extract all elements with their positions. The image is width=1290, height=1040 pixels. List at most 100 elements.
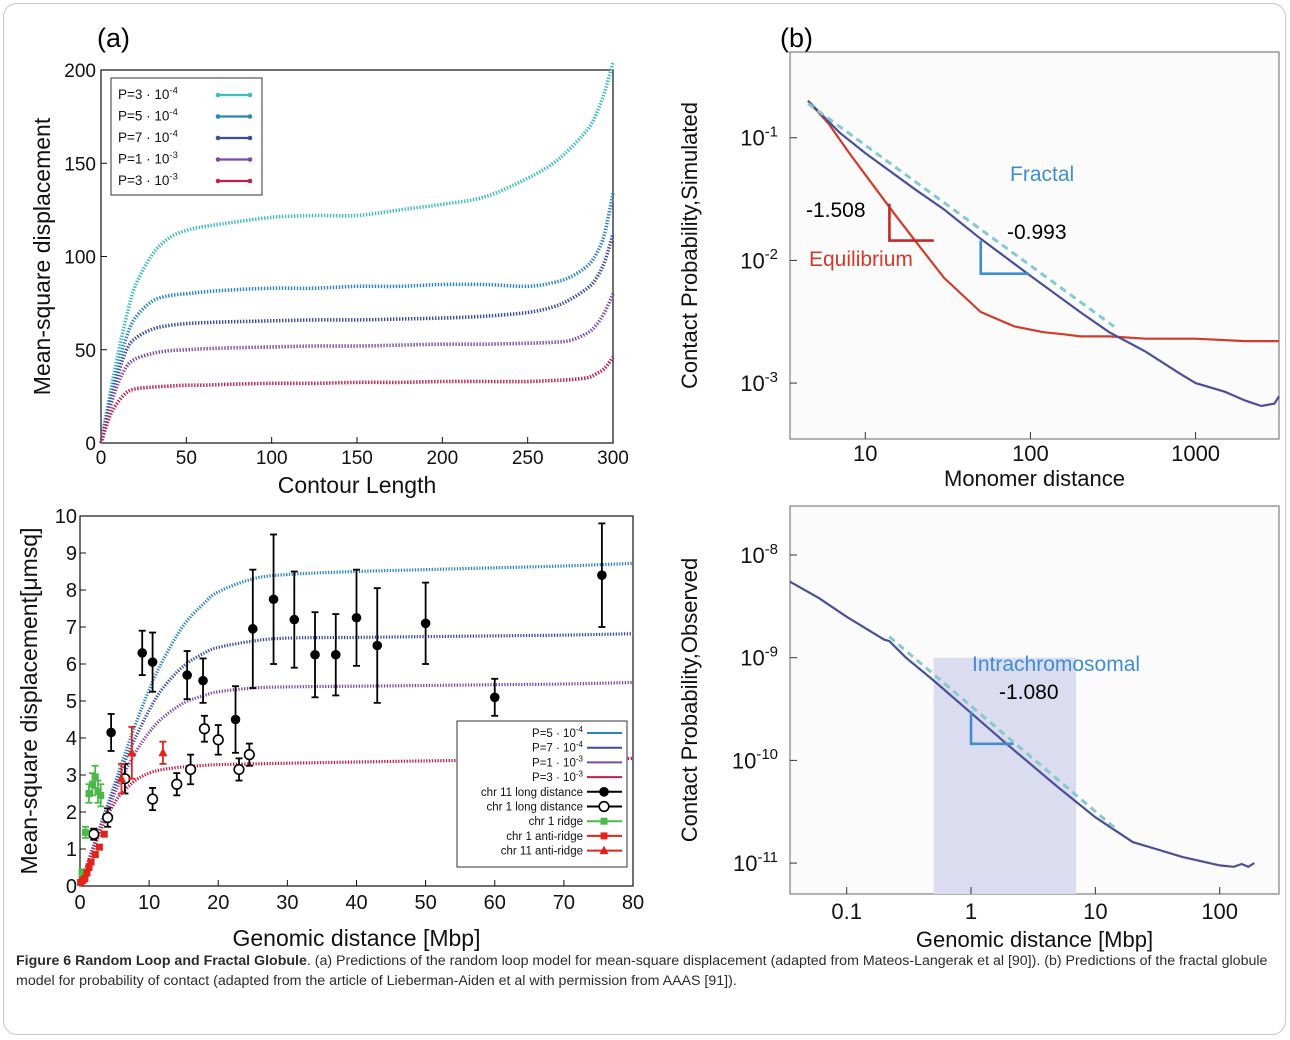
y-tick-label: 1 [66,839,77,861]
slope-triangle-equilibrium [888,203,934,242]
legend-marker [247,157,253,162]
x-tick-label: 30 [276,892,298,914]
x-tick-label: 150 [341,448,373,469]
data-point [330,649,341,660]
data-point [137,648,148,658]
shaded-region [933,657,1077,894]
x-axis-label: Genomic distance [Mbp] [232,925,480,951]
legend-label: P=5 · 10-4 [532,725,583,740]
data-point [248,624,258,634]
caption-title: Figure 6 Random Loop and Fractal Globule [16,953,307,969]
series-line [99,233,615,444]
x-tick-label: 1000 [1171,441,1220,466]
x-tick-label: 300 [597,448,629,469]
data-point [85,790,93,797]
legend-label: chr 11 anti-ridge [501,846,583,858]
data-point [198,723,211,735]
panel-label-b: (b) [780,23,813,53]
plot-top-left: 0 50 100 150 200 250 300 0 50 100 150 200 P=3 · 10-4… [64,61,629,469]
legend-marker [600,817,608,825]
legend-label: P=7 · 10-4 [532,740,583,755]
data-point [182,670,192,680]
data-point [127,747,137,757]
data-point [91,851,99,859]
y-tick-label: 2 [66,802,77,824]
data-point [88,780,96,788]
fit-line [888,635,1119,832]
x-tick-label: 20 [207,892,229,914]
legend: P=3 · 10-4 P=5 · 10-4 P=7 · 10-4 P=1 · 10-3… [110,77,263,196]
series-line [99,293,615,444]
series-line [789,580,1255,869]
data-point [185,763,197,776]
series-line [99,192,615,444]
x-axis-label: Contour Length [278,472,437,498]
y-tick-label: 10-8 [740,541,778,568]
y-tick-label: 8 [66,580,77,602]
x-axis-label: Monomer distance [944,466,1125,491]
x-tick-label: 70 [553,892,575,914]
data-point [95,843,103,851]
x-tick-label: 0 [74,892,85,914]
y-tick-label: 10-9 [740,643,778,670]
data-point [106,727,116,738]
y-axis-label: Mean-square displacement [29,117,55,395]
data-point [81,875,89,883]
x-tick-label: 60 [484,892,506,914]
fit-line [807,102,1115,328]
caption-text: . (a) Predictions of the random loop mod… [16,953,1268,989]
legend-box [456,720,628,868]
legend-marker [215,178,221,184]
y-tick-label: 50 [75,341,96,362]
x-tick-label: 10 [138,892,160,914]
legend-marker [215,135,221,141]
legend-box [110,77,263,196]
legend-label: P=3 · 10-3 [118,171,178,188]
x-axis-label: Genomic distance [Mbp] [916,927,1153,952]
y-tick-label: 100 [64,248,96,269]
legend-marker [599,845,609,855]
data-point [310,649,320,660]
legend-label: P=7 · 10-4 [118,128,178,145]
series-line [99,356,615,444]
legend-label: P=1 · 10-3 [118,150,178,167]
x-tick-label: 100 [1012,441,1049,466]
data-point [351,612,362,623]
x-tick-label: 10 [1083,899,1107,924]
y-tick-label: 0 [66,876,77,898]
y-tick-label: 150 [64,154,96,175]
legend: P=5 · 10-4P=7 · 10-4P=1 · 10-3P=3 · 10-3… [456,720,628,868]
figure-frame: (a) (b) 0 50 100 150 200 250 300 0 50 100 150 200 P=… [3,3,1286,1035]
annotation-fractal: Fractal [1010,163,1074,186]
data-point [212,734,224,746]
data-point [102,811,114,824]
data-point [230,714,241,725]
y-axis-label: Contact Probability,Simulated [677,102,702,389]
annotation-slope: -1.080 [999,681,1059,704]
legend-label: P=3 · 10-4 [118,85,178,102]
data-point [94,788,102,796]
plot-frame [789,51,1280,440]
series-line [99,62,615,444]
data-point [372,640,383,651]
legend-marker [247,92,253,98]
legend-marker [247,114,253,119]
data-point [116,773,126,783]
y-tick-label: 6 [66,654,77,676]
data-point [85,864,93,871]
slope-triangle-fractal [979,240,1029,275]
legend-marker [215,157,221,162]
data-point [233,763,245,776]
legend-label: chr 1 anti-ridge [506,831,583,843]
legend-marker [599,787,609,797]
y-tick-label: 7 [66,617,77,639]
annotation-fractal-slope: -0.993 [1007,221,1067,244]
y-axis-label: Mean-square displacement[μmsq] [16,528,42,875]
series-line [78,680,634,887]
x-tick-label: 0.1 [831,899,862,924]
data-point [100,830,108,838]
x-tick-label: 100 [1201,899,1238,924]
data-point [88,828,100,840]
data-point [87,858,95,866]
